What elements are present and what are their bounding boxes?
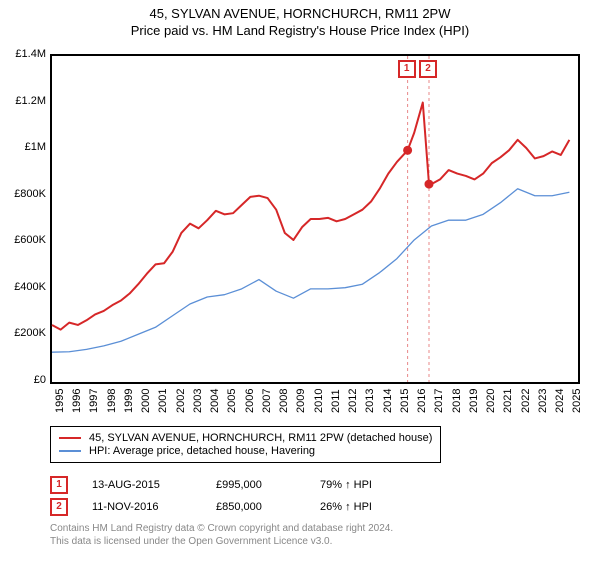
events-table: 1 13-AUG-2015 £995,000 79% ↑ HPI 2 11-NOV-201… [50, 472, 420, 520]
x-tick-label: 2006 [244, 389, 256, 413]
x-tick-label: 2000 [140, 389, 152, 413]
legend-item: 45, SYLVAN AVENUE, HORNCHURCH, RM11 2PW … [59, 432, 432, 444]
y-tick-label: £1.2M [0, 95, 46, 107]
x-tick-label: 2008 [278, 389, 290, 413]
x-tick-label: 1995 [54, 389, 66, 413]
x-tick-label: 2010 [313, 389, 325, 413]
attribution-footer: Contains HM Land Registry data © Crown c… [50, 522, 393, 548]
legend-label: HPI: Average price, detached house, Have… [89, 445, 315, 457]
x-tick-label: 1998 [106, 389, 118, 413]
x-tick-label: 2011 [330, 389, 342, 413]
event-delta: 79% ↑ HPI [320, 479, 420, 491]
x-tick-label: 2023 [537, 389, 549, 413]
chart-svg [52, 56, 578, 382]
series-hpi [52, 189, 569, 352]
x-tick-label: 2018 [451, 389, 463, 413]
x-tick-label: 2002 [175, 389, 187, 413]
x-tick-label: 2013 [364, 389, 376, 413]
x-tick-label: 2019 [468, 389, 480, 413]
x-tick-label: 2017 [433, 389, 445, 413]
event-date: 11-NOV-2016 [92, 501, 192, 513]
legend-swatch [59, 437, 81, 439]
event-price: £995,000 [216, 479, 296, 491]
chart-title: 45, SYLVAN AVENUE, HORNCHURCH, RM11 2PW [0, 6, 600, 21]
chart-subtitle: Price paid vs. HM Land Registry's House … [0, 23, 600, 38]
y-tick-label: £1.4M [0, 48, 46, 60]
y-tick-label: £400K [0, 281, 46, 293]
footer-line-1: Contains HM Land Registry data © Crown c… [50, 522, 393, 535]
x-tick-label: 2016 [416, 389, 428, 413]
x-tick-label: 2005 [226, 389, 238, 413]
event-row: 2 11-NOV-2016 £850,000 26% ↑ HPI [50, 498, 420, 516]
legend-item: HPI: Average price, detached house, Have… [59, 445, 432, 457]
legend-swatch [59, 450, 81, 452]
x-tick-label: 2003 [192, 389, 204, 413]
y-tick-label: £800K [0, 188, 46, 200]
legend-label: 45, SYLVAN AVENUE, HORNCHURCH, RM11 2PW … [89, 432, 432, 444]
event-delta: 26% ↑ HPI [320, 501, 420, 513]
event-id-badge: 1 [50, 476, 68, 494]
x-tick-label: 2014 [382, 389, 394, 413]
legend: 45, SYLVAN AVENUE, HORNCHURCH, RM11 2PW … [50, 426, 441, 463]
y-tick-label: £200K [0, 327, 46, 339]
event-marker-tag: 2 [419, 60, 437, 78]
event-id-badge: 2 [50, 498, 68, 516]
x-tick-label: 1997 [88, 389, 100, 413]
series-price_paid [52, 103, 569, 330]
y-tick-label: £0 [0, 374, 46, 386]
x-tick-label: 2007 [261, 389, 273, 413]
event-marker-tag: 1 [398, 60, 416, 78]
x-tick-label: 2024 [554, 389, 566, 413]
x-tick-label: 2020 [485, 389, 497, 413]
y-tick-label: £1M [0, 141, 46, 153]
event-row: 1 13-AUG-2015 £995,000 79% ↑ HPI [50, 476, 420, 494]
event-price: £850,000 [216, 501, 296, 513]
x-tick-label: 2012 [347, 389, 359, 413]
x-tick-label: 2021 [502, 389, 514, 413]
footer-line-2: This data is licensed under the Open Gov… [50, 535, 393, 548]
x-tick-label: 2004 [209, 389, 221, 413]
x-tick-label: 2001 [157, 389, 169, 413]
x-tick-label: 2025 [571, 389, 583, 413]
chart-plot-area [50, 54, 580, 384]
y-tick-label: £600K [0, 234, 46, 246]
event-dot [403, 146, 412, 155]
x-tick-label: 1999 [123, 389, 135, 413]
x-tick-label: 1996 [71, 389, 83, 413]
x-tick-label: 2009 [295, 389, 307, 413]
x-tick-label: 2022 [520, 389, 532, 413]
x-tick-label: 2015 [399, 389, 411, 413]
event-dot [424, 180, 433, 189]
event-date: 13-AUG-2015 [92, 479, 192, 491]
